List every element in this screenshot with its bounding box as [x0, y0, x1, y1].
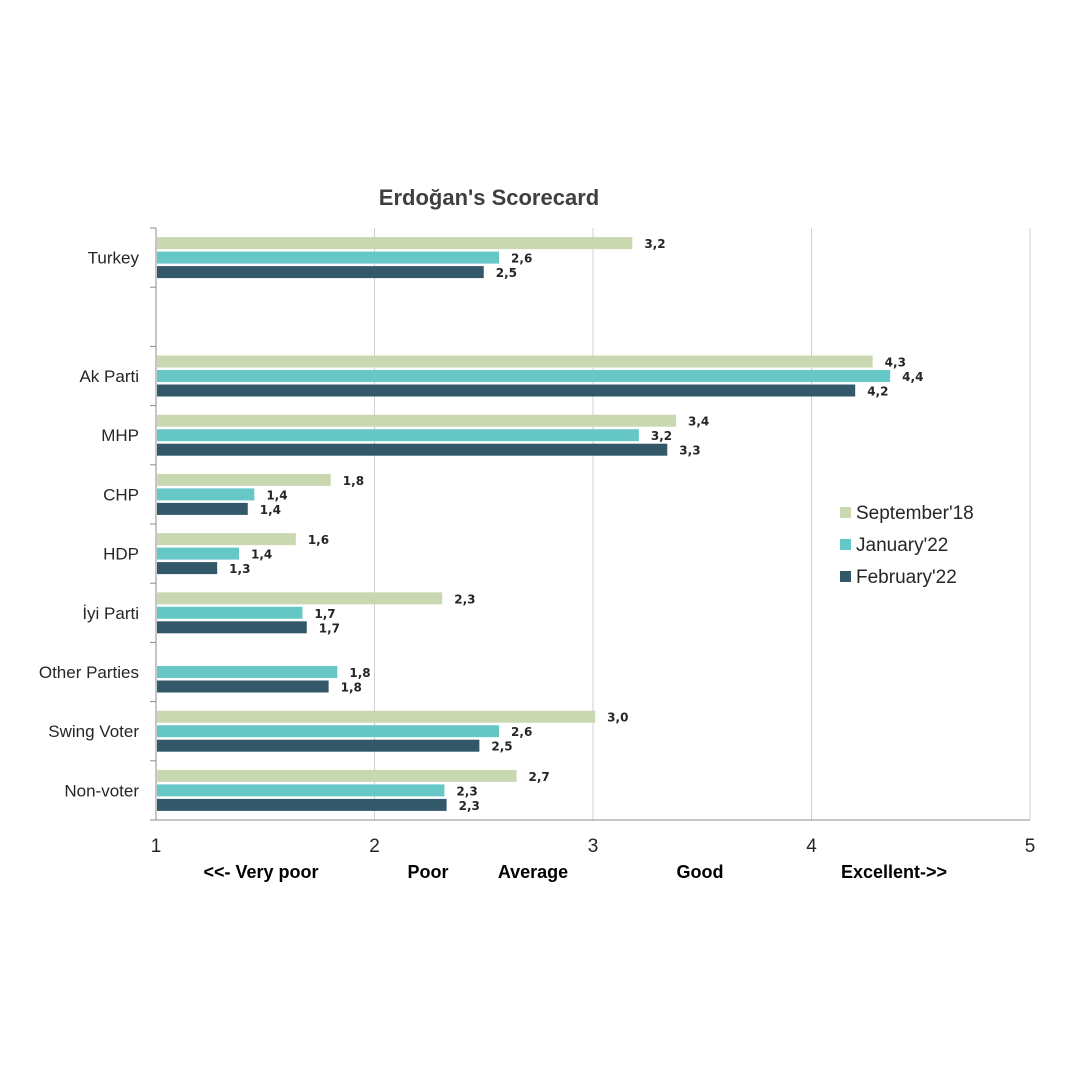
category-label: Turkey [88, 249, 140, 268]
legend-label: February'22 [856, 567, 957, 588]
bar [157, 443, 668, 456]
data-label: 3,4 [688, 415, 709, 429]
scale-label: Excellent->> [841, 862, 947, 882]
data-label: 2,6 [511, 252, 532, 266]
bar [157, 725, 500, 738]
bar [157, 370, 891, 382]
data-label: 3,2 [644, 237, 665, 251]
category-label: İyi Parti [82, 604, 139, 623]
bar [157, 606, 303, 619]
category-label: Other Parties [39, 663, 139, 682]
scale-label: <<- Very poor [203, 862, 318, 882]
x-tick-label: 1 [151, 836, 162, 857]
x-tick-label: 2 [369, 836, 380, 857]
bars [157, 237, 891, 811]
bar [157, 769, 517, 782]
data-label: 1,8 [343, 474, 364, 488]
bar [157, 666, 338, 678]
data-label: 1,4 [266, 488, 287, 502]
legend-swatch [840, 571, 851, 582]
bar [157, 355, 873, 368]
data-label: 4,4 [902, 370, 923, 384]
bar [157, 488, 255, 501]
category-label: CHP [103, 485, 139, 504]
chart-title: Erdoğan's Scorecard [379, 185, 599, 210]
bar [157, 547, 240, 560]
bar [157, 562, 218, 575]
bar [157, 266, 484, 279]
bar [157, 680, 329, 693]
data-label: 1,8 [349, 666, 370, 680]
bar [157, 473, 331, 486]
legend-swatch [840, 507, 851, 518]
data-label: 4,2 [867, 385, 888, 399]
legend-label: September'18 [856, 503, 974, 524]
bar [157, 384, 856, 397]
data-label: 1,8 [341, 681, 362, 695]
x-tick-label: 5 [1025, 836, 1036, 857]
scale-label: Poor [407, 862, 448, 882]
scale-label: Good [677, 862, 724, 882]
bar [157, 592, 443, 605]
data-label: 3,0 [607, 711, 628, 725]
data-label: 3,2 [651, 429, 672, 443]
data-label: 2,5 [491, 740, 512, 754]
bar [157, 533, 296, 546]
bar [157, 798, 447, 811]
data-label: 3,3 [679, 444, 700, 458]
data-label: 2,3 [454, 592, 475, 606]
data-label: 4,3 [885, 356, 906, 370]
bar [157, 414, 677, 427]
data-label: 2,7 [529, 770, 550, 784]
bar [157, 251, 500, 264]
data-label: 1,7 [314, 607, 335, 621]
data-label: 2,6 [511, 725, 532, 739]
category-label: Swing Voter [48, 722, 139, 741]
data-label: 1,7 [319, 621, 340, 635]
labels: Turkey Ak Parti MHP CHP HDP İyi Parti Other Pa… [39, 237, 924, 813]
data-label: 2,3 [459, 799, 480, 813]
category-label: Non-voter [64, 781, 139, 800]
bar [157, 237, 633, 250]
bar [157, 739, 480, 752]
legend: September'18 January'22 February'22 [840, 503, 974, 588]
category-label: Ak Parti [79, 367, 139, 386]
bar [157, 784, 445, 797]
category-label: MHP [101, 426, 139, 445]
legend-swatch [840, 539, 851, 550]
bar [157, 621, 307, 634]
x-tick-label: 4 [806, 836, 817, 857]
scale-label: Average [498, 862, 568, 882]
x-tick-label: 3 [588, 836, 599, 857]
data-label: 1,4 [260, 503, 281, 517]
bar [157, 710, 596, 723]
data-label: 1,4 [251, 548, 272, 562]
data-label: 1,3 [229, 562, 250, 576]
axes: 1 2 3 4 5 <<- Very poor Poor Average Good Excelle… [150, 227, 1036, 882]
bar [157, 429, 639, 442]
category-label: HDP [103, 545, 139, 564]
legend-label: January'22 [856, 535, 948, 556]
data-label: 1,6 [308, 533, 329, 547]
data-label: 2,3 [456, 784, 477, 798]
data-label: 2,5 [496, 266, 517, 280]
bar [157, 502, 248, 515]
